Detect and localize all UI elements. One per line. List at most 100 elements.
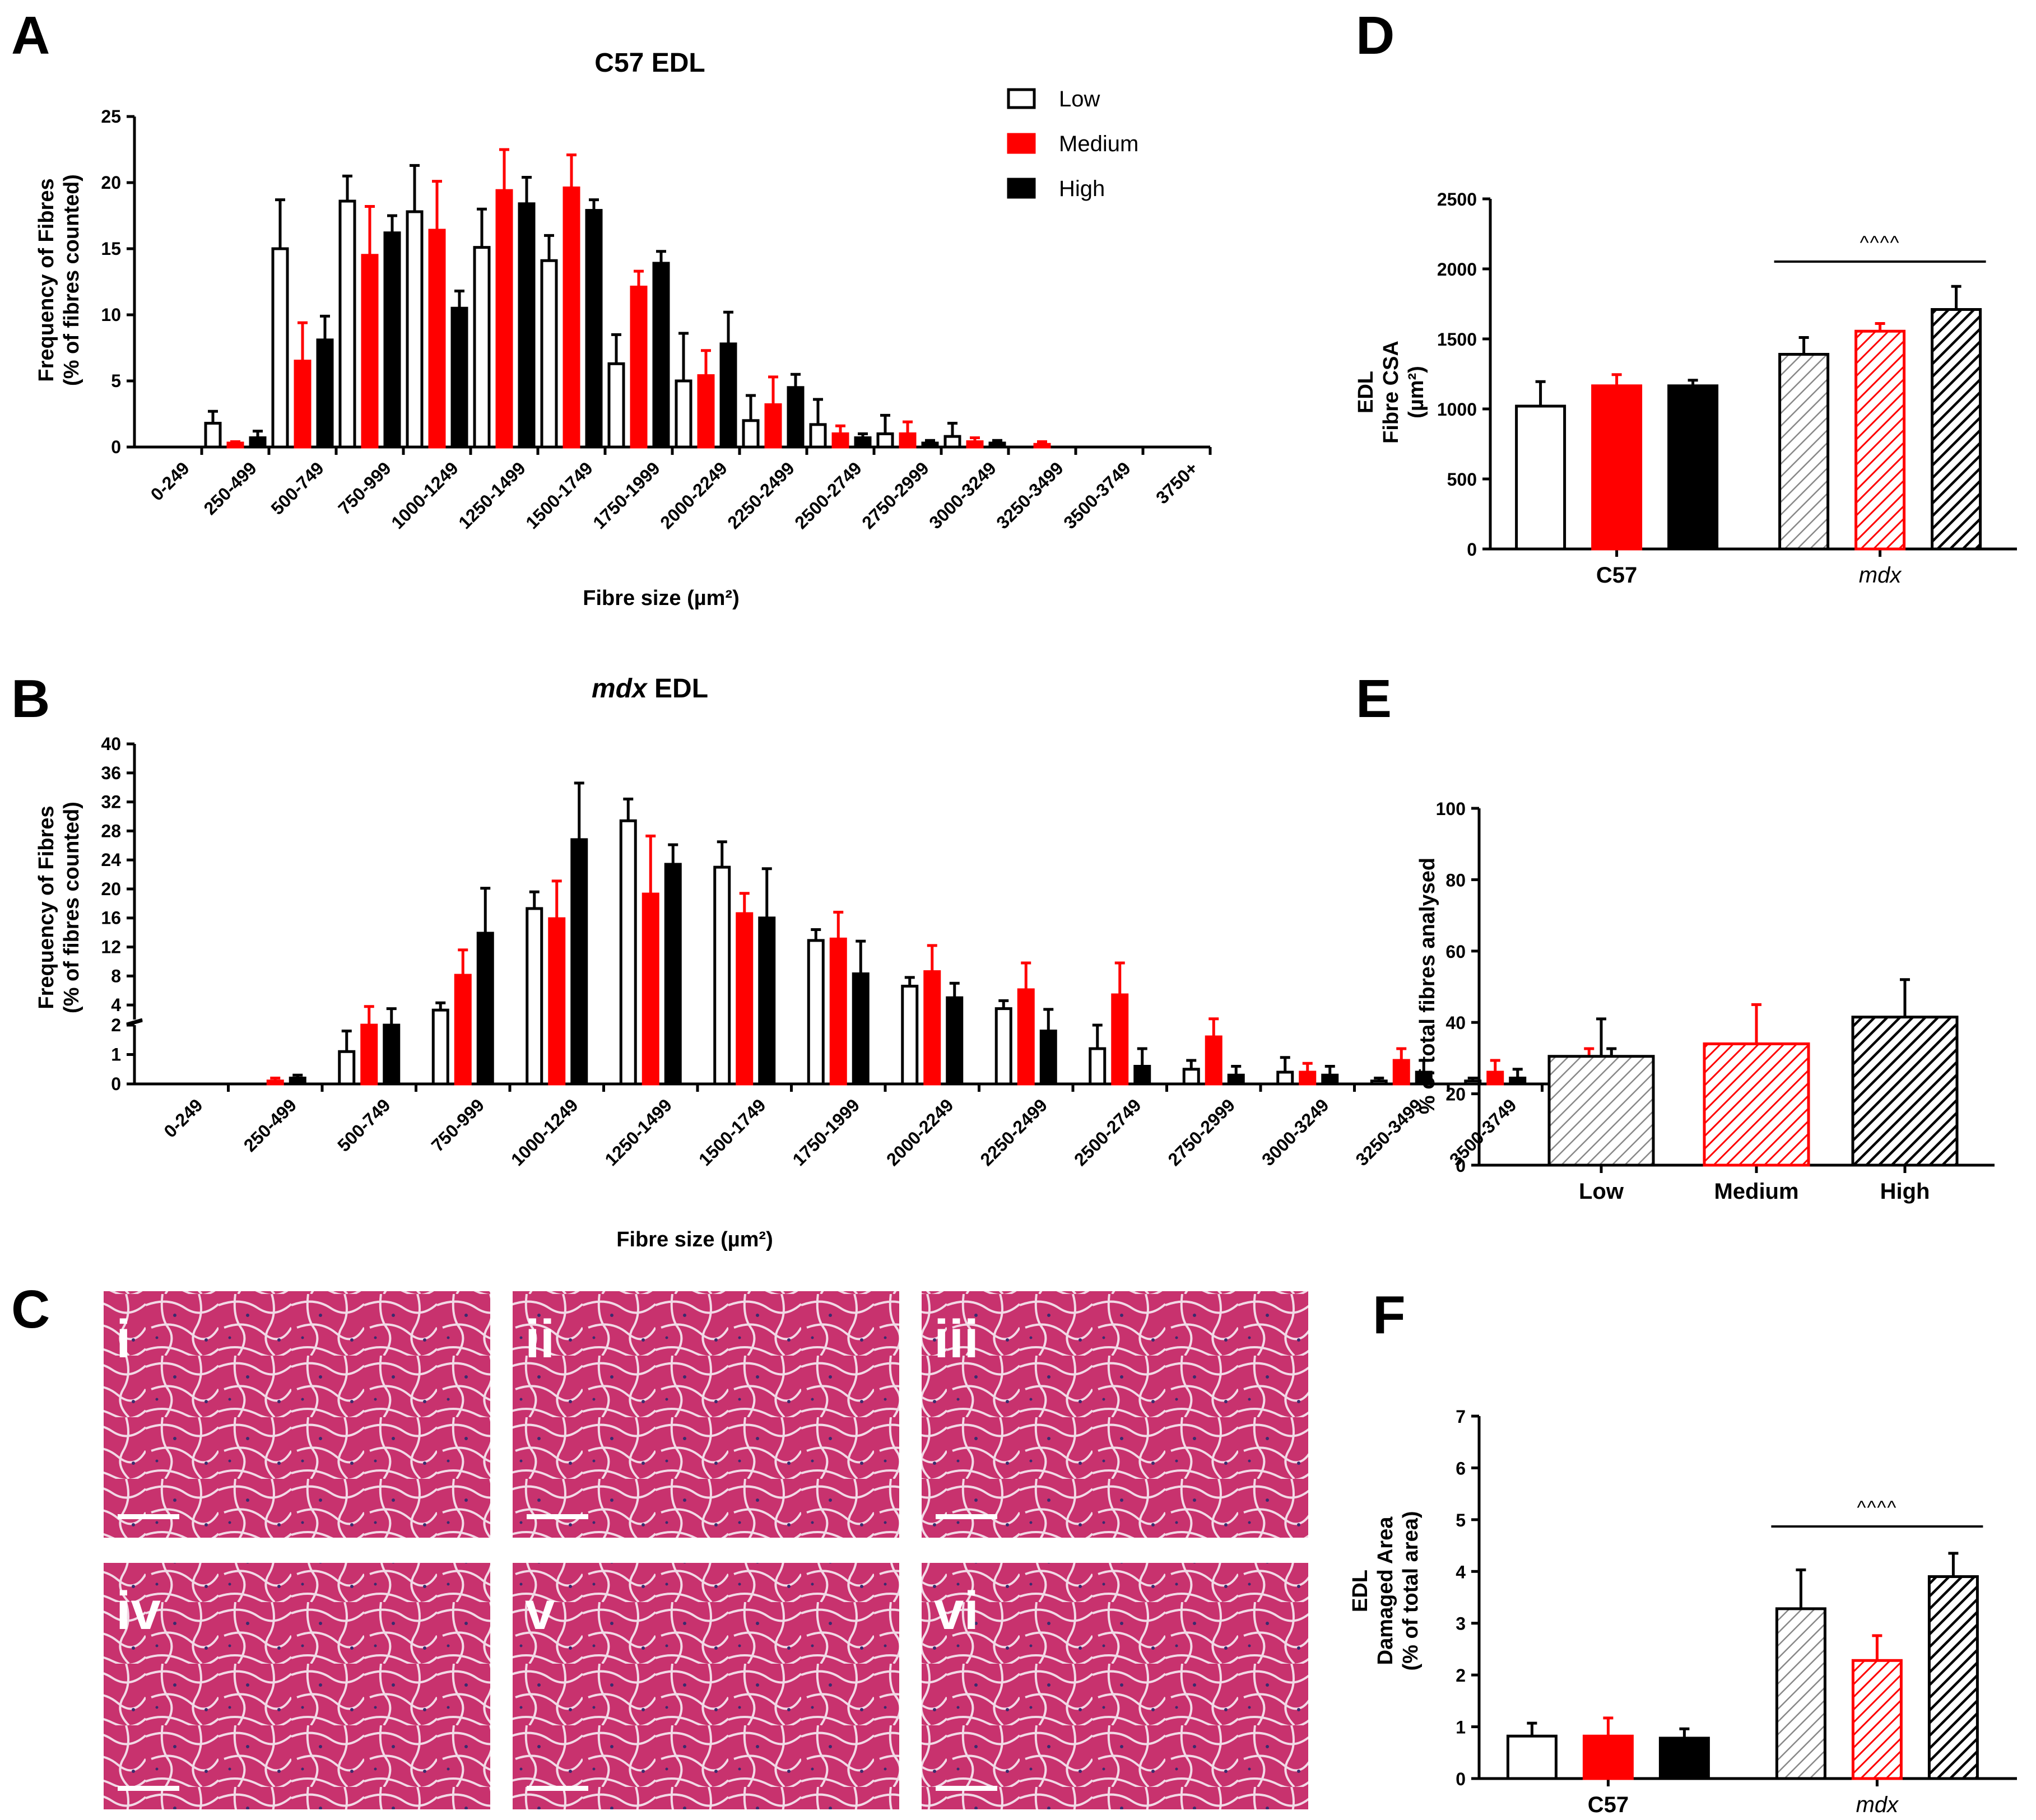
panel-b-bar-high <box>570 838 588 1086</box>
panel-b-xlabel: Fibre size (µm²) <box>616 1228 773 1251</box>
panel-d-ylabel-2: Fibre CSA <box>1379 341 1403 444</box>
panel-a-bar-high <box>652 262 670 449</box>
panel-a-ytick-label: 15 <box>101 239 121 259</box>
panel-a-bar-medium <box>831 432 849 449</box>
panel-d-ytick-label: 2500 <box>1437 189 1477 210</box>
panel-a-bar-high <box>585 209 603 449</box>
panel-b-bar-high <box>852 972 870 1086</box>
panel-a-bar-medium <box>966 440 984 449</box>
panel-d-bar-c57-low <box>1515 404 1566 551</box>
panel-b-bar-medium <box>1486 1070 1504 1086</box>
panel-a-bar-medium <box>563 186 580 449</box>
panel-b-bar-high <box>1133 1065 1151 1086</box>
panel-b-bar-medium <box>548 917 566 1086</box>
panel-f-ylabel-1: EDL <box>1349 1570 1372 1612</box>
panel-a-ylabel-2: (% of fibres counted) <box>60 174 83 386</box>
panel-b-xtick-label: 3000-3249 <box>1258 1095 1333 1170</box>
micrograph-iv: iv <box>104 1563 490 1809</box>
panel-a-bar-high <box>316 338 334 449</box>
panel-b-xtick-label: 0-249 <box>160 1095 206 1141</box>
panel-a-ytick-label: 0 <box>111 437 121 457</box>
panel-d-bar-c57-medium <box>1591 384 1643 551</box>
panel-a-xtick-label: 2250-2499 <box>723 458 798 533</box>
micrograph-label: v <box>525 1581 555 1641</box>
panel-b-xtick-label: 1750-1999 <box>789 1095 864 1170</box>
panel-b-bar-medium <box>829 937 847 1086</box>
panel-a-bar-high <box>787 386 805 449</box>
panel-b-bar-low <box>1276 1070 1294 1086</box>
panel-b-bar-medium <box>1392 1059 1410 1086</box>
panel-b-ytick-label: 36 <box>101 763 121 783</box>
panel-d-ytick-label: 1000 <box>1437 399 1477 420</box>
micrograph-image <box>922 1291 1308 1538</box>
panel-b-bar-high <box>946 996 964 1086</box>
panel-a-xtick-label: 2750-2999 <box>858 458 933 533</box>
scale-bar <box>936 1514 997 1519</box>
micrograph-iii: iii <box>922 1291 1308 1538</box>
panel-a-xtick-label: 1250-1499 <box>454 458 529 533</box>
panel-b-bar-medium <box>1299 1070 1317 1086</box>
panel-a-histogram: C57 EDL Low Medium High Frequency of Fib… <box>35 48 1212 610</box>
panel-e-xtick-label: Medium <box>1714 1179 1798 1204</box>
panel-f-ylabel-3: (% of total area) <box>1399 1511 1423 1670</box>
panel-d-ytick-label: 2000 <box>1437 259 1477 280</box>
panel-a-bar-low <box>876 432 894 449</box>
panel-a-xtick-label: 3500-3749 <box>1059 458 1135 533</box>
panel-b-ytick-label: 4 <box>111 995 121 1015</box>
panel-a-legend: Low Medium High <box>1007 87 1138 201</box>
panel-d-ylabel-1: EDL <box>1354 371 1378 413</box>
scale-bar <box>527 1786 588 1791</box>
panel-letter-b: B <box>11 669 50 729</box>
panel-a-bar-medium <box>697 374 715 449</box>
panel-b-bar-low <box>807 939 825 1086</box>
panel-b-ytick-label: 28 <box>101 821 121 841</box>
panel-a-bar-high <box>518 202 536 449</box>
panel-a-xtick-label: 1750-1999 <box>589 458 664 533</box>
panel-b-bar-high <box>1509 1077 1527 1086</box>
panel-b-title: mdx EDL <box>592 674 708 704</box>
panel-a-xtick-label: 1500-1749 <box>522 458 597 533</box>
legend-swatch-high <box>1007 178 1036 199</box>
legend-label-medium: Medium <box>1059 132 1138 156</box>
panel-a-bar-medium <box>294 360 312 449</box>
panel-b-ytick-label: 24 <box>101 850 121 870</box>
panel-a-bar-low <box>406 210 424 449</box>
panel-d-ytick-label: 500 <box>1447 469 1477 490</box>
panel-a-xtick-label: 2500-2749 <box>791 458 866 533</box>
panel-a-bar-medium <box>899 432 917 449</box>
panel-f-ytick-label: 2 <box>1456 1665 1466 1686</box>
panel-b-bar-medium <box>454 974 472 1086</box>
panel-a-bar-high <box>383 231 401 449</box>
panel-a-xtick-label: 3750+ <box>1152 458 1202 508</box>
panel-e-bar-high <box>1851 1016 1959 1167</box>
panel-a-bar-low <box>675 379 692 449</box>
panel-b-bar-low <box>619 819 637 1086</box>
panel-d-significance-label: ^^^^ <box>1860 232 1900 254</box>
legend-label-low: Low <box>1059 87 1100 111</box>
legend-swatch-medium <box>1007 133 1036 154</box>
panel-e-ylabel: % of total fibres analysed <box>1416 858 1439 1114</box>
panel-a-xtick-label: 500-749 <box>267 458 327 518</box>
panel-a-bar-low <box>607 362 625 449</box>
panel-b-xtick-label: 1000-1249 <box>507 1095 582 1170</box>
panel-f-significance-label: ^^^^ <box>1857 1497 1897 1519</box>
panel-a-xtick-label: 1000-1249 <box>387 458 462 533</box>
scale-bar <box>527 1514 588 1519</box>
panel-b-bar-low <box>1370 1079 1388 1086</box>
panel-d-bar-mdx-high <box>1931 308 1982 551</box>
panel-e-fraction: % of total fibres analysed 0 20 40 60 80 100 L… <box>1416 799 1995 1204</box>
panel-e-ytick-label: 20 <box>1445 1084 1466 1105</box>
panel-a-xtick-label: 3000-3249 <box>925 458 1000 533</box>
panel-a-bar-high <box>719 342 737 449</box>
panel-d-bar-c57-high <box>1667 384 1719 551</box>
micrograph-image <box>104 1291 490 1538</box>
panel-a-bar-medium <box>361 254 379 449</box>
scale-bar <box>936 1786 997 1791</box>
panel-f-bar-mdx-medium <box>1851 1659 1903 1780</box>
micrograph-image <box>104 1563 490 1809</box>
panel-a-bar-low <box>473 246 491 449</box>
panel-a-bar-medium <box>428 229 446 449</box>
panel-e-ytick-label: 100 <box>1436 799 1466 819</box>
panel-b-ytick-label: 16 <box>101 908 121 928</box>
panel-b-title-rest: EDL <box>647 674 708 704</box>
